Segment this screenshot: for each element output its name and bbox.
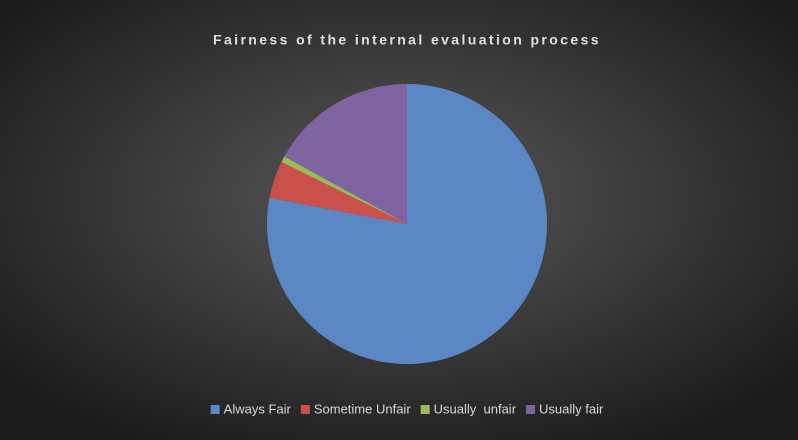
legend-label: Sometime Unfair [314, 401, 411, 416]
legend-swatch [210, 405, 220, 414]
legend-swatch [420, 405, 430, 414]
pie-slice [269, 162, 407, 224]
legend-swatch [526, 405, 536, 414]
chart-title: Fairness of the internal evaluation proc… [213, 32, 601, 48]
legend-label: Always Fair [224, 401, 292, 416]
legend-label: Usually unfair [434, 401, 517, 416]
legend-swatch [300, 405, 310, 414]
pie-slice [281, 156, 407, 224]
legend-label: Usually fair [539, 401, 604, 416]
pie-slice [267, 84, 548, 365]
pie-slice [284, 84, 407, 224]
